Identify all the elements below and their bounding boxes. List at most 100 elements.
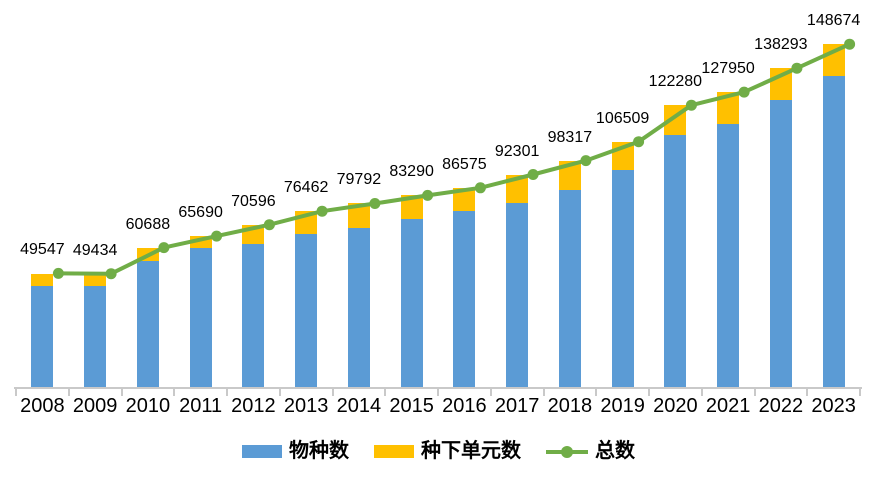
total-line-marker (738, 86, 750, 98)
total-line-marker (369, 198, 381, 209)
x-axis-label-2011: 2011 (179, 395, 223, 417)
stacked-bar-2008 (31, 273, 54, 388)
bar-segment-species (717, 124, 740, 388)
total-line-marker (474, 182, 486, 194)
total-data-label: 49547 (20, 241, 65, 259)
total-line-marker (633, 136, 645, 148)
total-data-label: 60688 (125, 215, 171, 233)
x-axis-tick (15, 389, 17, 396)
x-axis-tick (595, 389, 598, 396)
x-axis-label-2014: 2014 (336, 395, 382, 417)
total-line-marker (685, 99, 697, 111)
total-data-label: 86575 (442, 155, 487, 173)
bar-segment-infraspecific (453, 187, 476, 212)
bar-segment-species (295, 234, 318, 388)
total-data-label: 127950 (701, 60, 755, 78)
total-data-label: 98317 (547, 128, 593, 146)
total-line-marker (791, 62, 803, 74)
bar-segment-species (189, 248, 212, 388)
total-data-label: 92301 (494, 142, 540, 160)
total-data-label: 138293 (754, 36, 808, 54)
stacked-bar-2015 (400, 195, 423, 388)
legend-swatch-icon (242, 444, 282, 458)
x-axis-label-2021: 2021 (705, 395, 751, 417)
stacked-bar-2021 (717, 91, 740, 388)
bar-segment-species (347, 227, 370, 388)
x-axis-tick (753, 389, 756, 396)
x-axis-label-2012: 2012 (231, 395, 276, 417)
x-axis-label-2019: 2019 (600, 395, 645, 417)
x-axis-tick (489, 389, 492, 396)
stacked-bar-2022 (769, 68, 792, 388)
x-axis-tick (331, 389, 334, 396)
x-axis-label-2016: 2016 (442, 395, 487, 417)
bar-segment-species (558, 190, 581, 388)
bar-segment-infraspecific (84, 273, 107, 286)
total-line-marker (316, 205, 328, 217)
x-axis-label-2023: 2023 (811, 395, 856, 417)
plot-area: 49547 49434 60688 65690 70596 76462 79792 83290… (16, 0, 860, 388)
total-data-label: 122280 (648, 73, 703, 91)
stacked-bar-2014 (347, 203, 370, 388)
x-axis-tick (278, 389, 281, 396)
bar-segment-species (84, 285, 107, 388)
stacked-bar-2009 (84, 273, 107, 388)
x-axis-label-2013: 2013 (283, 395, 329, 417)
total-data-label: 106509 (595, 109, 650, 127)
total-line-marker (211, 230, 223, 242)
x-axis-tick (67, 389, 70, 396)
legend-line-dot-icon (546, 445, 588, 458)
x-axis-tick (648, 389, 650, 396)
bar-segment-species (242, 244, 265, 388)
total-line-marker (580, 155, 592, 167)
stacked-bar-2013 (295, 211, 318, 388)
total-line-marker (158, 242, 170, 254)
total-line-marker (105, 268, 117, 280)
bar-segment-infraspecific (31, 273, 54, 286)
total-line-marker (422, 189, 434, 201)
bar-segment-infraspecific (717, 91, 740, 125)
legend: 物种数 种下单元数 总数 (0, 440, 877, 462)
total-line-marker (527, 169, 539, 180)
total-line-layer (52, 38, 856, 280)
total-data-label: 79792 (336, 171, 382, 189)
bar-segment-species (664, 135, 687, 388)
bar-segment-species (31, 285, 54, 388)
total-line-marker (844, 38, 856, 50)
bar-segment-species (400, 218, 423, 388)
total-data-label: 65690 (178, 204, 223, 222)
bar-segment-infraspecific (400, 195, 423, 219)
x-axis-label-2017: 2017 (494, 395, 540, 417)
legend-item-1: 种下单元数 (374, 440, 521, 462)
bar-segment-species (506, 202, 529, 388)
stacked-bar-2016 (453, 187, 476, 388)
x-axis-tick (542, 389, 545, 396)
x-axis-tick (120, 389, 123, 396)
total-line (56, 42, 852, 276)
x-axis-tick (806, 389, 809, 396)
x-axis-tick (173, 389, 176, 396)
bar-segment-species (769, 100, 792, 388)
x-axis-tick (384, 389, 387, 396)
x-axis-label-2018: 2018 (547, 395, 593, 417)
bar-segment-infraspecific (347, 203, 370, 228)
x-axis-label-2015: 2015 (389, 395, 434, 417)
legend-swatch-icon (374, 444, 414, 458)
legend-label: 总数 (595, 440, 635, 462)
total-line-marker (52, 267, 64, 279)
total-data-label: 70596 (231, 192, 276, 210)
total-line-marker (263, 219, 275, 231)
total-data-label: 76462 (283, 179, 329, 197)
x-axis-label-2022: 2022 (758, 395, 804, 417)
x-axis-label-2009: 2009 (72, 395, 118, 417)
x-axis-label-2020: 2020 (653, 395, 698, 417)
legend-label: 种下单元数 (421, 440, 521, 462)
total-data-label: 49434 (72, 241, 118, 259)
x-axis-line (14, 387, 862, 389)
x-axis-tick (226, 389, 228, 396)
x-axis-tick (859, 389, 861, 396)
x-axis-label-2010: 2010 (125, 395, 171, 417)
bar-segment-species (453, 211, 476, 388)
x-axis-label-2008: 2008 (20, 395, 65, 417)
